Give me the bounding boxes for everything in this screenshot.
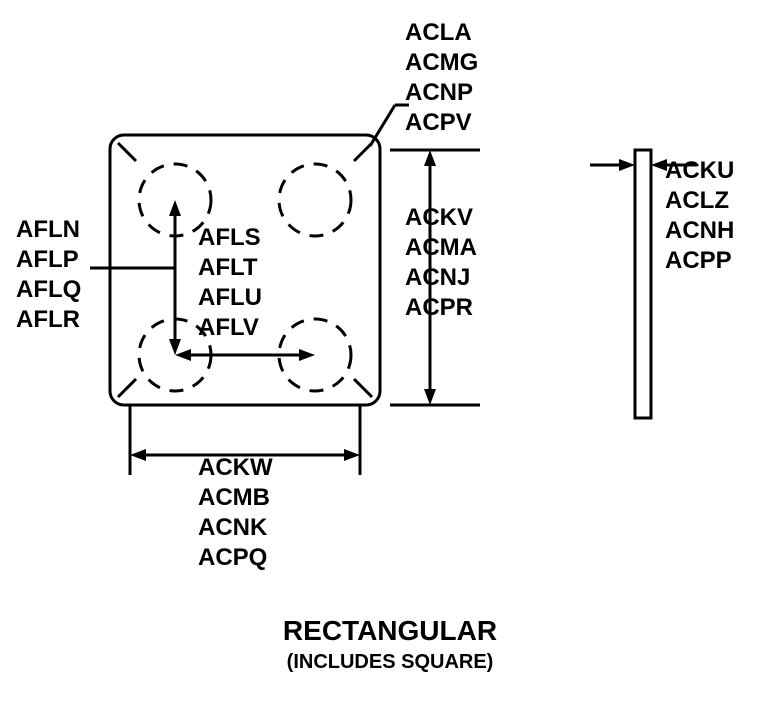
subtitle: (INCLUDES SQUARE)	[287, 651, 494, 673]
label-left_mid: AFLNAFLPAFLQAFLR	[16, 216, 81, 333]
title: RECTANGULAR	[283, 615, 497, 646]
label-far_right: ACKUACLZACNHACPP	[665, 157, 734, 274]
side-profile	[635, 150, 651, 418]
label-center: AFLSAFLTAFLUAFLV	[198, 224, 262, 341]
label-right_mid: ACKVACMAACNJACPR	[405, 204, 477, 321]
hole-1	[279, 164, 351, 236]
label-top_right: ACLAACMGACNPACPV	[405, 19, 478, 136]
label-bottom_mid: ACKWACMBACNKACPQ	[198, 454, 273, 571]
